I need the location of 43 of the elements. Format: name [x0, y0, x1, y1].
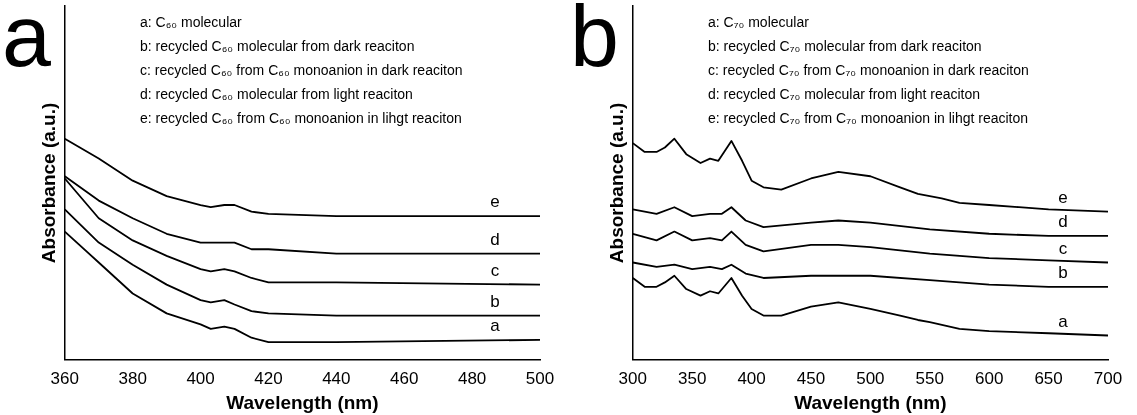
x-tick-label: 420	[254, 368, 283, 388]
x-tick-label: 400	[737, 368, 766, 388]
x-tick-label: 300	[618, 368, 647, 388]
series-label: c	[490, 260, 500, 280]
x-axis-title: Wavelength (nm)	[226, 391, 379, 413]
x-tick-label: 440	[322, 368, 351, 388]
x-tick-label: 600	[975, 368, 1004, 388]
text: e: recycled C₆₀ from C₆₀ monoanion in lihgt reaciton	[140, 109, 463, 128]
text: c: recycled C₆₀ from C₆₀ monoanion in dark reaciton	[140, 61, 463, 80]
text: d: recycled C₆₀ molecular from light reaciton	[140, 85, 414, 104]
chart-title: b	[570, 0, 619, 85]
text: a: C₇₀ molecular	[708, 13, 810, 32]
text: e: recycled C₇₀ from C₇₀ monoanion in lihgt reaciton	[708, 109, 1029, 128]
x-tick-label: 360	[50, 368, 79, 388]
series-label: e	[490, 192, 500, 212]
x-tick-label: 500	[856, 368, 885, 388]
text: c: recycled C₇₀ from C₇₀ monoanion in dark reaciton	[708, 61, 1029, 80]
x-tick-label: 460	[390, 368, 419, 388]
series-label: d	[1058, 212, 1068, 232]
series-label: c	[1058, 238, 1068, 258]
series-label: b	[490, 291, 500, 311]
x-tick-label: 380	[118, 368, 147, 388]
x-axis-title: Wavelength (nm)	[794, 391, 947, 413]
series-label: e	[1058, 187, 1068, 207]
series-label: a	[1058, 311, 1069, 331]
x-tick-label: 650	[1034, 368, 1063, 388]
x-tick-label: 700	[1093, 368, 1123, 388]
x-tick-label: 350	[678, 368, 707, 388]
y-axis-title: Absorbance (a.u.)	[37, 102, 59, 264]
text: d: recycled C₇₀ molecular from light reaciton	[708, 85, 982, 104]
x-tick-label: 400	[186, 368, 215, 388]
chart-title: a	[2, 0, 51, 85]
series-label: a	[490, 316, 501, 336]
text: b: recycled C₆₀ molecular from dark reaciton	[140, 37, 416, 56]
x-tick-label: 550	[915, 368, 944, 388]
x-tick-label: 500	[525, 368, 555, 388]
y-axis-title: Absorbance (a.u.)	[605, 102, 627, 264]
x-tick-label: 450	[796, 368, 826, 388]
series-label: b	[1058, 263, 1068, 283]
text: b: recycled C₇₀ molecular from dark reaciton	[708, 37, 983, 56]
series-label: d	[490, 229, 500, 249]
text: a: C₆₀ molecular	[140, 13, 243, 32]
x-tick-label: 480	[457, 368, 487, 388]
